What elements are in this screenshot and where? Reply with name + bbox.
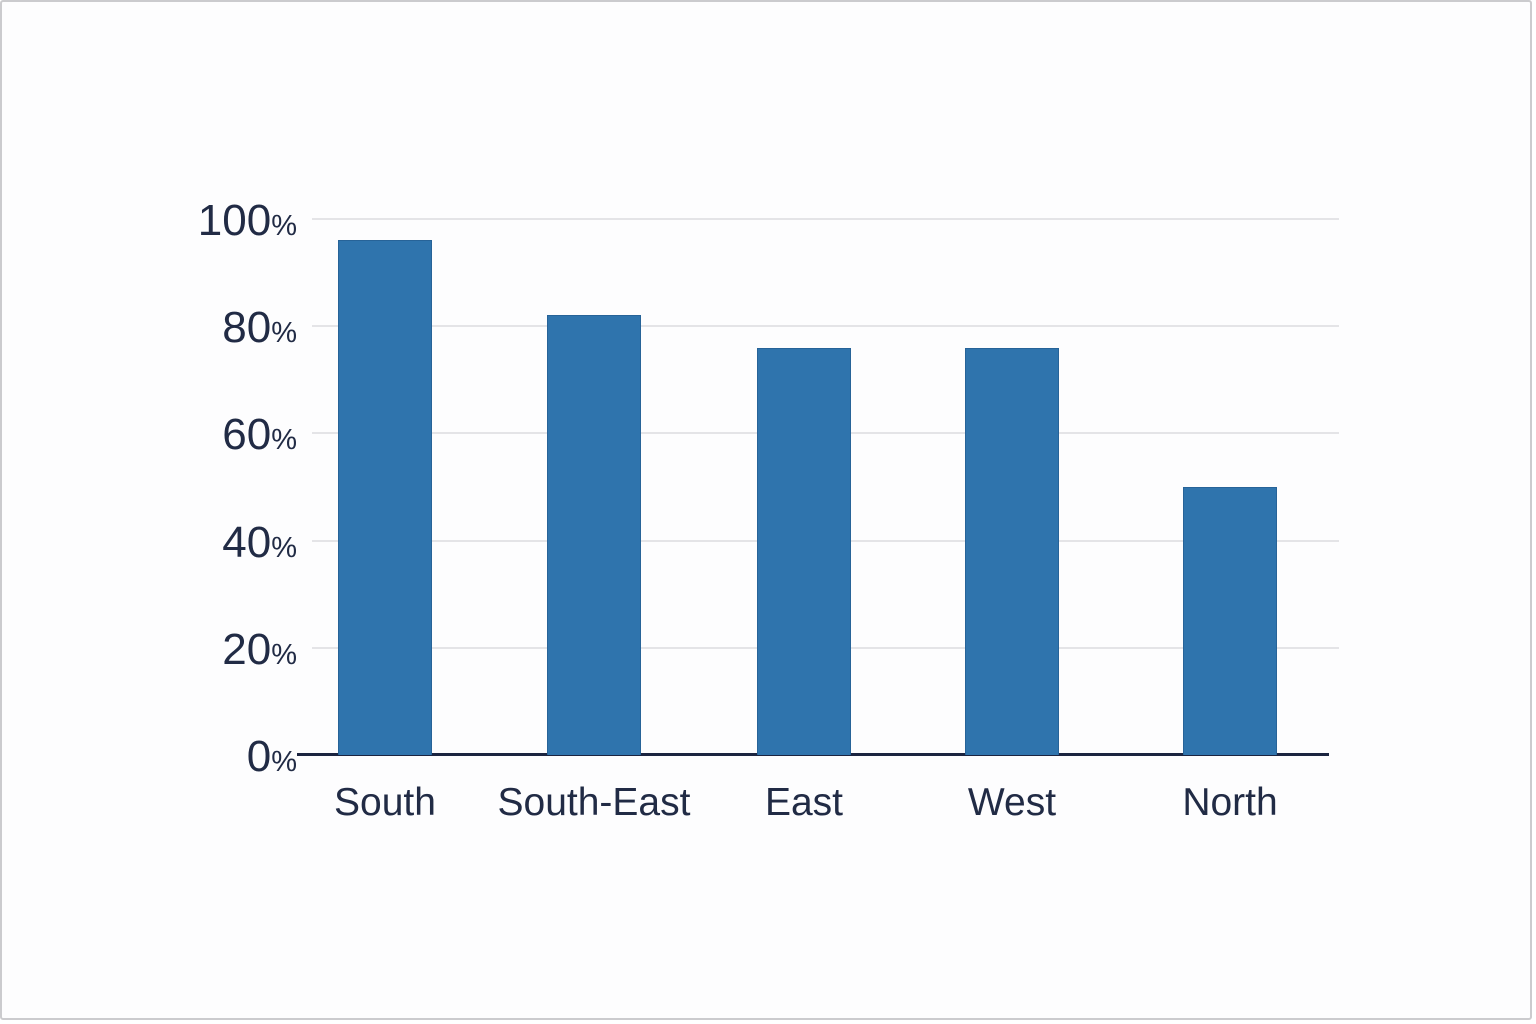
bar-south-east (547, 315, 641, 755)
x-axis-label-south: South (334, 781, 436, 824)
bar-east (757, 347, 851, 755)
percent-sign: % (271, 210, 297, 242)
y-tick-value: 0 (246, 732, 272, 781)
y-axis-tick-label-20: 20% (87, 622, 297, 678)
y-axis-tick-label-0: 0% (87, 729, 297, 785)
y-tick-value: 40 (222, 517, 272, 567)
bar-north (1183, 487, 1277, 755)
y-tick-value: 60 (222, 410, 272, 460)
bar-south (338, 240, 432, 755)
percent-sign: % (271, 531, 297, 564)
gridline-100 (312, 218, 1339, 220)
x-axis-label-west: West (967, 781, 1057, 824)
bar-west (965, 347, 1059, 755)
y-axis-tick-label-40: 40% (87, 515, 297, 571)
y-axis-tick-label-100: 100% (87, 193, 297, 249)
y-tick-value: 20 (222, 624, 272, 674)
y-axis-tick-label-80: 80% (87, 300, 297, 356)
x-axis-label-south-east: South-East (497, 781, 691, 824)
y-axis-tick-label-60: 60% (87, 407, 297, 463)
percent-sign: % (271, 746, 297, 778)
x-axis-label-north: North (1182, 781, 1278, 824)
bar-chart-plot-area: 100% 80% 60% 40% 20% 0% South South-East East Wes… (198, 196, 1340, 824)
gridline-80 (312, 325, 1339, 328)
y-tick-value: 80 (222, 303, 272, 353)
percent-sign: % (271, 638, 297, 671)
percent-sign: % (271, 317, 297, 350)
y-tick-value: 100 (197, 196, 272, 245)
percent-sign: % (271, 424, 297, 457)
x-axis-label-east: East (764, 781, 844, 824)
